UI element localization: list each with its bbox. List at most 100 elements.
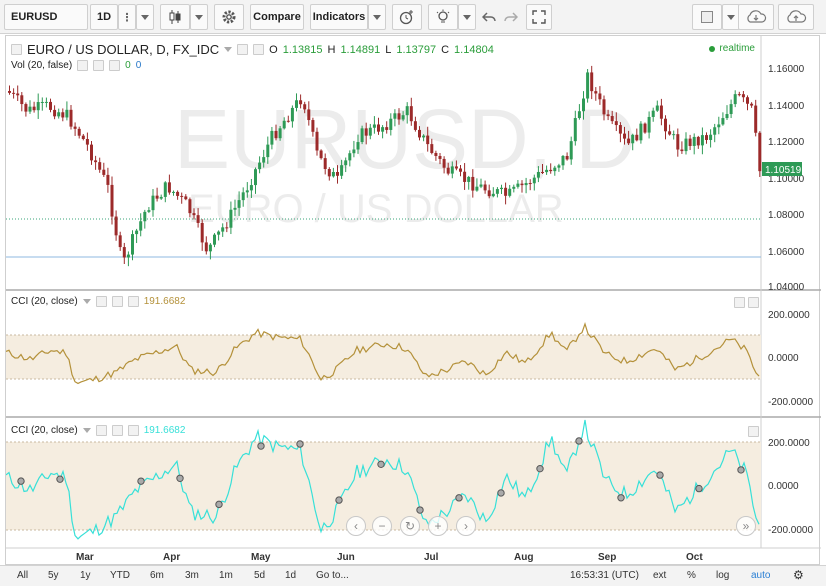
chevron-down-icon[interactable] — [82, 299, 91, 304]
cloud-upload-button[interactable] — [778, 4, 814, 30]
price-tick: 1.16000 — [768, 64, 805, 75]
goto-button[interactable]: Go to... — [316, 570, 349, 581]
auto-toggle[interactable]: auto — [751, 570, 771, 581]
candle-body — [717, 124, 721, 128]
chart-style-dropdown[interactable] — [190, 4, 208, 30]
series-title[interactable]: EURO / US DOLLAR, D, FX_IDC — [27, 42, 220, 57]
idea-button[interactable] — [428, 4, 458, 30]
range-6m[interactable]: 6m — [150, 570, 164, 581]
candle-body — [192, 213, 196, 216]
zoom-in-button[interactable]: + — [428, 516, 448, 536]
cci-marker — [416, 506, 424, 514]
candle-body — [295, 100, 298, 108]
chevron-down-icon[interactable] — [82, 428, 91, 433]
compare-button[interactable]: Compare — [250, 4, 304, 30]
zoom-out-button[interactable]: − — [372, 516, 392, 536]
visibility-icon[interactable] — [95, 425, 107, 436]
cci-marker — [737, 466, 745, 474]
idea-dropdown[interactable] — [458, 4, 476, 30]
layout-dropdown[interactable] — [722, 4, 740, 30]
candle-body — [208, 244, 212, 252]
range-1m[interactable]: 1m — [219, 570, 233, 581]
month-label: Apr — [163, 552, 180, 563]
chevron-down-icon[interactable] — [224, 47, 233, 52]
cci-marker — [335, 496, 343, 504]
layout-button[interactable] — [692, 4, 722, 30]
cci2-title[interactable]: CCI (20, close) — [11, 425, 78, 436]
candle-body — [135, 230, 139, 235]
range-1d[interactable]: 1d — [285, 570, 297, 581]
fullscreen-button[interactable] — [526, 4, 552, 30]
redo-button[interactable] — [500, 4, 522, 30]
candle-body — [163, 182, 167, 197]
candle-body — [147, 210, 151, 212]
candle-body — [705, 135, 708, 140]
candle-body — [336, 172, 339, 176]
pane-up-icon[interactable] — [748, 426, 759, 437]
candle-body — [487, 190, 491, 197]
ext-toggle[interactable]: ext — [653, 570, 667, 581]
clock-time[interactable]: 16:53:31 (UTC) — [570, 570, 639, 581]
settings-icon[interactable] — [93, 60, 105, 71]
range-5y[interactable]: 5y — [48, 570, 59, 581]
gear-icon — [222, 10, 236, 24]
close-icon[interactable] — [109, 60, 121, 71]
pane-up-icon[interactable] — [734, 297, 745, 308]
range-ytd[interactable]: YTD — [110, 570, 130, 581]
log-toggle[interactable]: log — [716, 570, 730, 581]
range-1y[interactable]: 1y — [80, 570, 91, 581]
candle-body — [504, 187, 508, 196]
range-5d[interactable]: 5d — [254, 570, 266, 581]
scroll-left-button[interactable]: ‹ — [346, 516, 366, 536]
candle-body — [541, 171, 544, 173]
gear-icon[interactable]: ⚙ — [793, 568, 804, 582]
time-axis[interactable]: Mar Apr May Jun Jul Aug Sep Oct — [76, 552, 703, 563]
symbol-search[interactable]: EURUSD — [4, 4, 88, 30]
range-all[interactable]: All — [17, 570, 29, 581]
settings-icon[interactable] — [237, 44, 249, 55]
more-dots-icon[interactable]: ⋮ — [118, 4, 136, 30]
price-axis[interactable]: 1.16000 1.14000 1.12000 1.10000 1.08000 … — [768, 64, 805, 293]
settings-button[interactable] — [214, 4, 244, 30]
alert-button[interactable] — [392, 4, 422, 30]
undo-button[interactable] — [478, 4, 500, 30]
candle-body — [106, 174, 110, 185]
close-icon[interactable] — [127, 296, 139, 307]
visibility-icon[interactable] — [95, 296, 107, 307]
interval-dropdown[interactable] — [136, 4, 154, 30]
close-icon[interactable] — [127, 425, 139, 436]
candle-body — [381, 127, 385, 132]
interval-button[interactable]: 1D — [90, 4, 118, 30]
scroll-to-end-button[interactable]: » — [736, 516, 756, 536]
cci1-title[interactable]: CCI (20, close) — [11, 296, 78, 307]
volume-title[interactable]: Vol (20, false) — [11, 60, 73, 71]
high-value: 1.14891 — [340, 43, 381, 56]
range-3m[interactable]: 3m — [185, 570, 199, 581]
indicators-button[interactable]: Indicators — [310, 4, 368, 30]
settings-icon[interactable] — [111, 296, 123, 307]
indicators-dropdown[interactable] — [368, 4, 386, 30]
settings-icon[interactable] — [111, 425, 123, 436]
pane-down-icon[interactable] — [748, 297, 759, 308]
cci-marker — [455, 494, 463, 502]
chart-canvas[interactable]: EURUSD, D EURO / US DOLLAR 1.16000 1.140… — [6, 36, 821, 566]
candle-body — [81, 135, 85, 140]
chevron-down-icon — [195, 14, 203, 20]
cci2-axis[interactable]: 200.0000 0.0000 -200.0000 — [768, 438, 813, 536]
close-icon[interactable] — [253, 44, 265, 55]
candle-body — [172, 191, 175, 193]
collapse-icon[interactable] — [11, 44, 22, 55]
visibility-icon[interactable] — [77, 60, 89, 71]
reset-button[interactable]: ↻ — [400, 516, 420, 536]
candle-body — [290, 107, 294, 122]
cci1-axis[interactable]: 200.0000 0.0000 -200.0000 — [768, 310, 813, 408]
scroll-right-button[interactable]: › — [456, 516, 476, 536]
cloud-download-button[interactable] — [738, 4, 774, 30]
candle-body — [155, 195, 159, 199]
percent-toggle[interactable]: % — [687, 570, 696, 581]
candle-body — [254, 169, 257, 186]
candle-body — [311, 120, 315, 132]
candle-body — [672, 134, 676, 136]
candle-body — [118, 235, 122, 248]
chart-style-button[interactable] — [160, 4, 190, 30]
